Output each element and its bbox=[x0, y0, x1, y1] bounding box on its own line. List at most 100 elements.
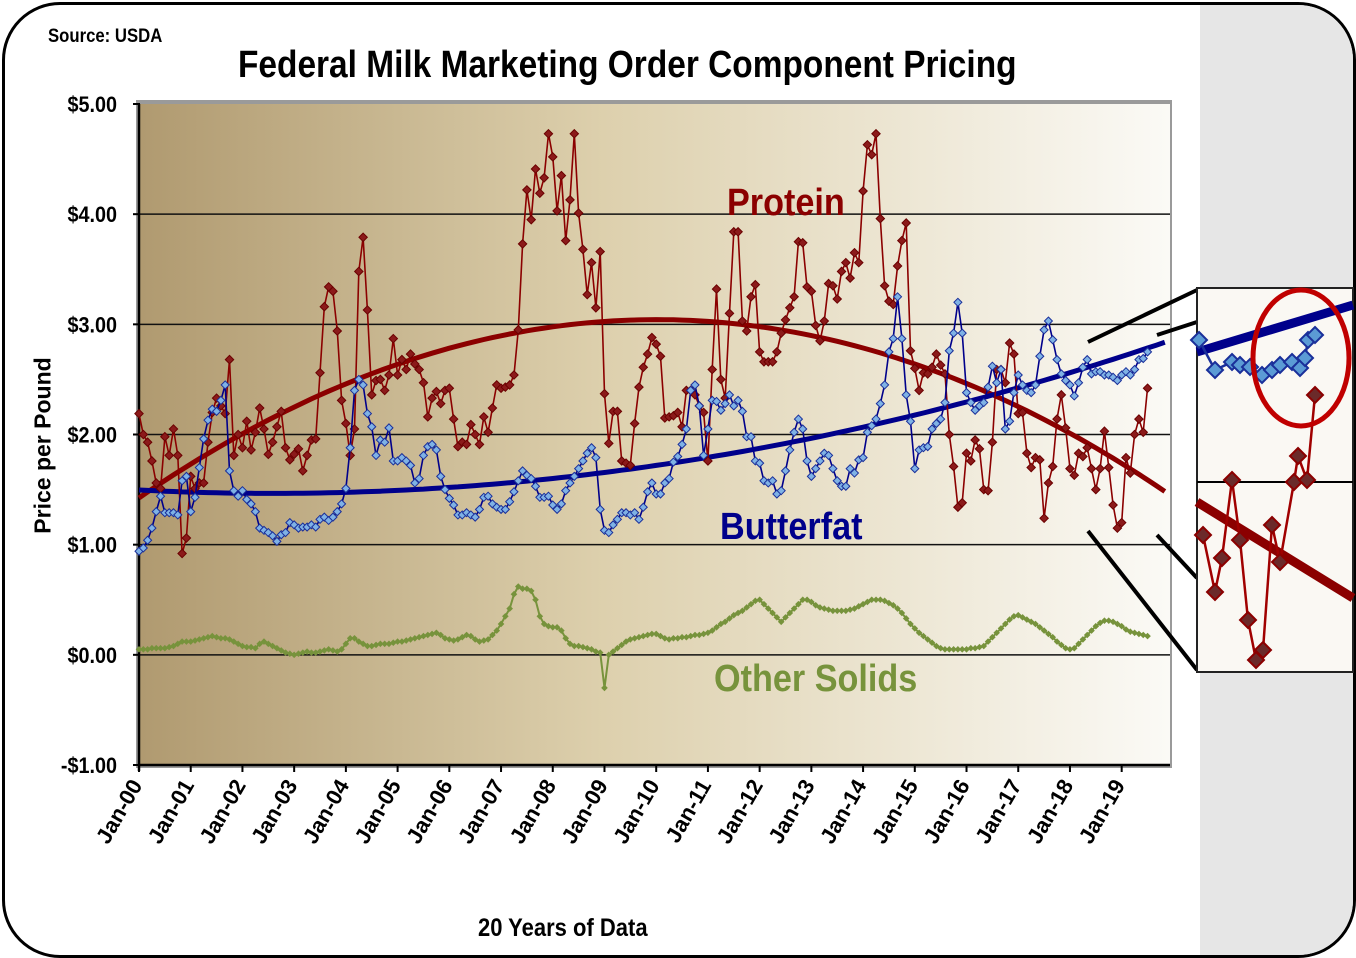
butterfat-point bbox=[500, 504, 511, 515]
inset-protein-point bbox=[1230, 530, 1250, 550]
butterfat-point bbox=[565, 478, 575, 488]
butterfat-point bbox=[866, 420, 877, 431]
butterfat-point bbox=[604, 527, 614, 538]
other-solids-point bbox=[708, 627, 716, 634]
other-solids-point bbox=[566, 640, 574, 648]
protein-point bbox=[892, 261, 903, 271]
inset-protein-point bbox=[1238, 610, 1258, 630]
inset-protein-point bbox=[1205, 582, 1225, 602]
butterfat-point bbox=[517, 466, 528, 476]
inset-protein-point bbox=[1193, 525, 1213, 545]
protein-point bbox=[138, 429, 149, 440]
protein-point bbox=[1047, 461, 1058, 472]
protein-point bbox=[539, 172, 550, 183]
butterfat-point bbox=[776, 485, 786, 496]
other-solids-point bbox=[648, 630, 656, 638]
protein-point bbox=[228, 450, 239, 461]
protein-point bbox=[711, 284, 722, 294]
butterfat-point bbox=[186, 506, 196, 517]
butterfat-point bbox=[660, 478, 670, 488]
butterfat-point bbox=[410, 478, 420, 488]
protein-point bbox=[715, 374, 726, 385]
protein-point bbox=[483, 427, 494, 438]
other-solids-point bbox=[536, 612, 544, 620]
protein-point bbox=[1021, 448, 1032, 459]
butterfat-point bbox=[280, 527, 291, 538]
other-solids-point bbox=[704, 629, 712, 637]
protein-point bbox=[1039, 513, 1050, 524]
protein-point bbox=[909, 363, 920, 374]
series-label-protein: Protein bbox=[727, 182, 845, 224]
butterfat-point bbox=[634, 514, 644, 525]
butterfat-point bbox=[996, 364, 1006, 375]
other-solids-point bbox=[993, 629, 1000, 637]
protein-point bbox=[164, 450, 175, 461]
other-solids-point bbox=[1070, 644, 1078, 652]
butterfat-point bbox=[1017, 380, 1028, 390]
protein-point bbox=[431, 386, 442, 397]
protein-point bbox=[328, 286, 338, 297]
inset-protein-point bbox=[1222, 470, 1242, 490]
butterfat-point bbox=[586, 443, 597, 453]
other-solids-point bbox=[562, 635, 569, 642]
butterfat-point bbox=[1060, 375, 1071, 386]
butterfat-point bbox=[573, 463, 584, 474]
protein-point bbox=[948, 461, 959, 472]
other-solids-point bbox=[519, 585, 526, 593]
other-solids-point bbox=[851, 605, 858, 612]
butterfat-point bbox=[203, 415, 213, 425]
protein-point bbox=[427, 393, 437, 404]
other-solids-point bbox=[579, 643, 587, 651]
protein-point bbox=[392, 370, 403, 380]
protein-point bbox=[134, 408, 144, 419]
x-axis-label: 20 Years of Data bbox=[478, 914, 648, 942]
butterfat-point bbox=[897, 333, 907, 344]
butterfat-point bbox=[1125, 370, 1136, 380]
other-solids-point bbox=[833, 607, 841, 615]
other-solids-point bbox=[609, 648, 617, 655]
protein-point bbox=[629, 418, 640, 429]
butterfat-point bbox=[207, 404, 217, 414]
butterfat-point bbox=[198, 434, 209, 444]
butterfat-point bbox=[504, 496, 515, 507]
butterfat-point bbox=[220, 380, 230, 390]
other-solids-point bbox=[618, 641, 626, 649]
butterfat-point bbox=[384, 423, 394, 433]
other-solids-point bbox=[273, 644, 281, 652]
protein-point bbox=[1065, 463, 1075, 474]
other-solids-point bbox=[760, 600, 768, 608]
other-solids-point bbox=[1014, 611, 1022, 619]
inset-protein-point bbox=[1262, 515, 1282, 535]
butterfat-point bbox=[798, 424, 808, 434]
protein-point bbox=[302, 450, 312, 461]
inset-butterfat-point bbox=[1305, 325, 1325, 345]
protein-point bbox=[590, 302, 601, 313]
other-solids-point bbox=[484, 636, 492, 643]
other-solids-point bbox=[1096, 619, 1104, 627]
other-solids-point bbox=[471, 636, 479, 643]
other-solids-point bbox=[152, 644, 160, 652]
protein-point bbox=[1017, 407, 1028, 418]
protein-point bbox=[565, 194, 575, 205]
protein-point bbox=[151, 478, 162, 488]
protein-point bbox=[651, 339, 662, 350]
butterfat-point bbox=[522, 470, 532, 480]
other-solids-point bbox=[786, 609, 794, 617]
protein-point bbox=[1116, 517, 1127, 528]
protein-point bbox=[556, 170, 567, 181]
other-solids-point bbox=[1027, 618, 1035, 626]
other-solids-point bbox=[1053, 638, 1061, 645]
protein-point bbox=[198, 478, 209, 488]
other-solids-point bbox=[502, 612, 509, 620]
butterfat-point bbox=[733, 395, 743, 406]
protein-point bbox=[1060, 422, 1071, 433]
other-solids-point bbox=[217, 635, 225, 642]
other-solids-point bbox=[889, 601, 897, 609]
butterfat-point bbox=[767, 476, 778, 486]
other-solids-point bbox=[958, 646, 966, 653]
butterfat-point bbox=[694, 401, 705, 411]
butterfat-point bbox=[832, 476, 842, 486]
protein-point bbox=[401, 364, 412, 375]
protein-point bbox=[1009, 349, 1019, 359]
other-solids-point bbox=[260, 638, 268, 645]
